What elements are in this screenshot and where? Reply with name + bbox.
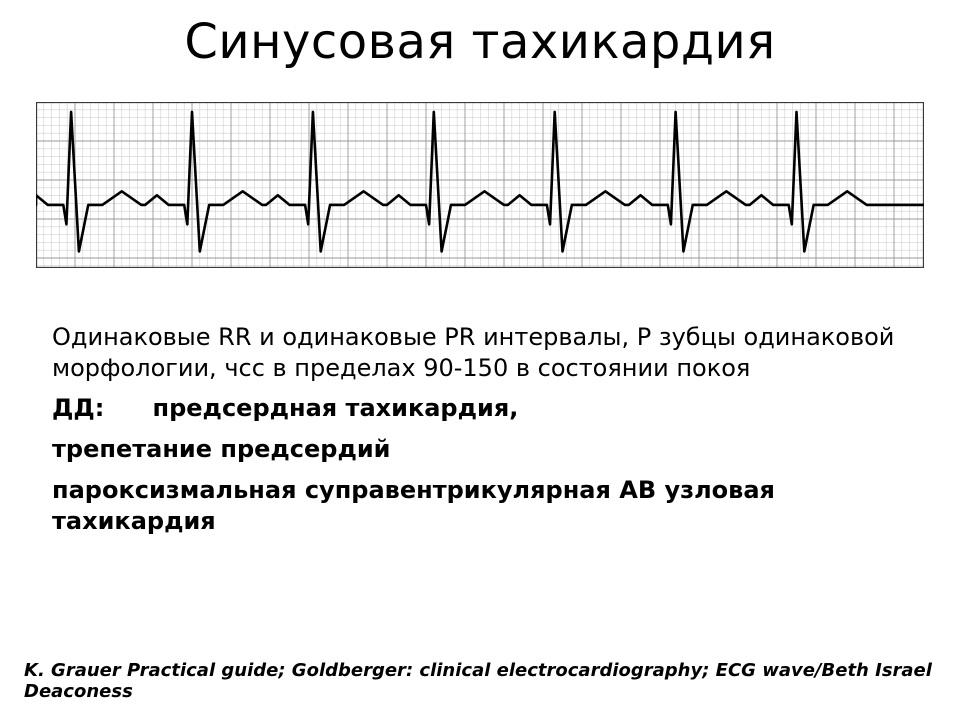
ecg-svg [36, 102, 924, 268]
dd-item-0: предсердная тахикардия, [153, 394, 519, 422]
dd-item-2: пароксизмальная суправентрикулярная АВ у… [52, 475, 908, 536]
description-text: Одинаковые RR и одинаковые PR интервалы,… [52, 322, 908, 383]
ecg-container [36, 102, 924, 268]
slide-title: Синусовая тахикардия [0, 0, 960, 80]
body-text: Одинаковые RR и одинаковые PR интервалы,… [52, 322, 908, 536]
ecg-strip [36, 102, 924, 268]
footer-citation: K. Grauer Practical guide; Goldberger: c… [0, 660, 960, 702]
slide: Синусовая тахикардия Одинаковые RR и оди… [0, 0, 960, 720]
dd-label: ДД: [52, 393, 122, 424]
dd-item-1: трепетание предсердий [52, 434, 908, 465]
dd-line: ДД: предсердная тахикардия, [52, 393, 908, 424]
